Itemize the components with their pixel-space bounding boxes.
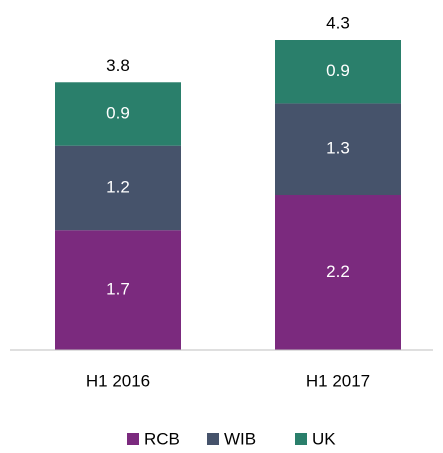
value-label: 0.9 xyxy=(326,61,350,80)
value-label: 0.9 xyxy=(106,103,130,122)
legend-swatch xyxy=(207,433,219,445)
value-label: 1.7 xyxy=(106,280,130,299)
bar-segment xyxy=(55,230,181,350)
total-label: 3.8 xyxy=(106,56,130,75)
legend-label: WIB xyxy=(224,429,256,448)
value-label: 1.2 xyxy=(106,177,130,196)
bar-segment xyxy=(55,82,181,146)
legend-swatch xyxy=(295,433,307,445)
bar-segment xyxy=(275,103,401,195)
bar-segment xyxy=(275,40,401,104)
bar-segment xyxy=(275,195,401,350)
x-tick-label: H1 2016 xyxy=(86,371,150,390)
legend-swatch xyxy=(127,433,139,445)
bar-segment xyxy=(55,145,181,231)
x-tick-label: H1 2017 xyxy=(306,371,370,390)
legend-label: RCB xyxy=(144,429,180,448)
total-label: 4.3 xyxy=(326,13,350,32)
value-label: 2.2 xyxy=(326,262,350,281)
legend-label: UK xyxy=(312,429,336,448)
value-label: 1.3 xyxy=(326,139,350,158)
